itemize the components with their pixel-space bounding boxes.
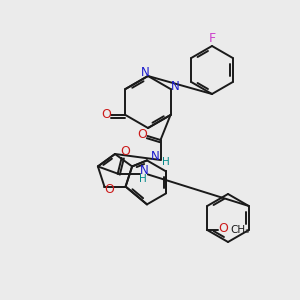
Text: O: O <box>104 183 114 196</box>
Text: N: N <box>140 164 148 177</box>
Text: N: N <box>141 67 149 80</box>
Text: N: N <box>151 151 160 164</box>
Text: H: H <box>162 157 170 167</box>
Text: O: O <box>101 109 111 122</box>
Text: H: H <box>139 174 147 184</box>
Text: F: F <box>208 32 216 44</box>
Text: O: O <box>120 145 130 158</box>
Text: O: O <box>218 223 228 236</box>
Text: CH₃: CH₃ <box>231 225 250 235</box>
Text: N: N <box>171 80 180 94</box>
Text: O: O <box>138 128 148 142</box>
